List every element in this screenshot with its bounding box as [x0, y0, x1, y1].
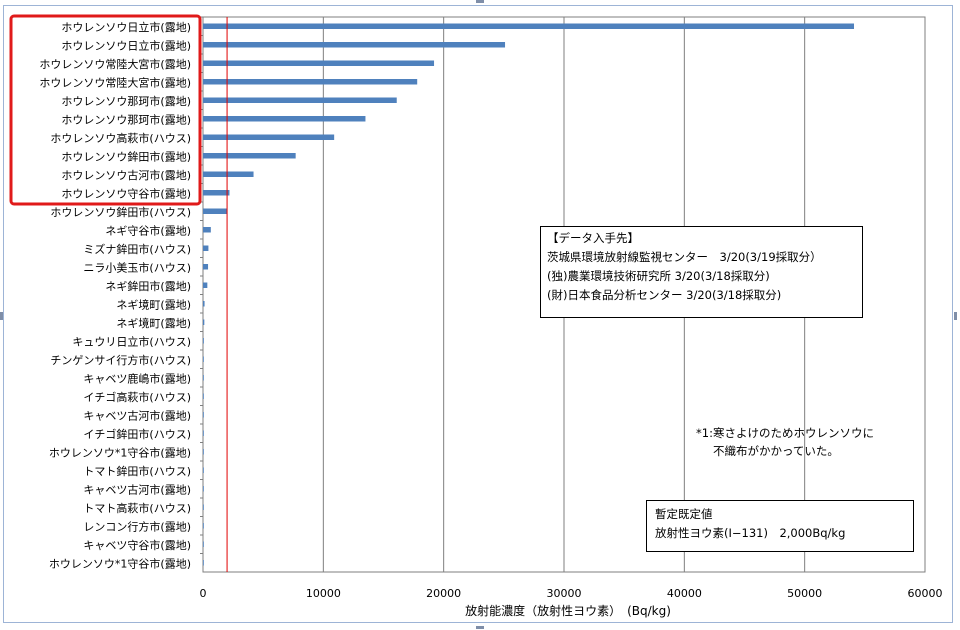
data-source-line: 茨城県環境放射線監視センター 3/20(3/19採取分）	[547, 250, 822, 264]
x-tick-label: 50000	[787, 587, 822, 600]
provisional-limit-value: 放射性ヨウ素(I−131) 2,000Bq/kg	[655, 526, 846, 540]
bar	[203, 153, 296, 159]
category-label: ホウレンソウ日立市(露地)	[61, 38, 191, 52]
bar	[203, 79, 418, 85]
bar	[203, 356, 204, 362]
footnote-line-2: 不織布がかかっていた。	[713, 444, 839, 458]
bar	[203, 467, 204, 473]
footnote: *1:寒さよけのためホウレンソウに 不織布がかかっていた。	[696, 424, 874, 460]
category-label: イチゴ鉾田市(ハウス)	[83, 427, 191, 441]
resize-handle-left[interactable]	[0, 312, 3, 320]
resize-handle-top[interactable]	[476, 0, 484, 3]
bar	[203, 430, 204, 436]
x-tick-label: 0	[200, 587, 207, 600]
category-label: ホウレンソウ鉾田市(露地)	[61, 149, 191, 163]
footnote-line-1: *1:寒さよけのためホウレンソウに	[696, 426, 874, 440]
bar	[203, 560, 204, 566]
provisional-limit-title: 暫定既定値	[655, 507, 713, 521]
resize-handle-bottom[interactable]	[476, 626, 484, 629]
bar	[203, 190, 230, 196]
category-label: ホウレンソウ那珂市(露地)	[61, 94, 191, 108]
category-label: ニラ小美玉市(ハウス)	[83, 260, 191, 274]
data-source-line: (独)農業環境技術研究所 3/20(3/18採取分)	[547, 269, 770, 283]
bar	[203, 116, 366, 122]
category-label: ホウレンソウ那珂市(露地)	[61, 112, 191, 126]
category-label: ホウレンソウ*1守谷市(露地)	[49, 556, 191, 570]
x-tick-label: 10000	[306, 587, 341, 600]
category-label: ミズナ鉾田市(ハウス)	[83, 242, 191, 256]
bar	[203, 449, 204, 455]
category-label: ホウレンソウ古河市(露地)	[61, 168, 191, 182]
category-label: ホウレンソウ*1守谷市(露地)	[49, 445, 191, 459]
category-label: ホウレンソウ高萩市(ハウス)	[50, 131, 191, 145]
bar	[203, 412, 204, 418]
data-source-box: 【データ入手先】 茨城県環境放射線監視センター 3/20(3/19採取分） (独…	[540, 226, 863, 318]
resize-handle-right[interactable]	[954, 312, 957, 320]
bar	[203, 227, 211, 233]
category-label: イチゴ高萩市(ハウス)	[83, 390, 191, 404]
bar	[203, 264, 209, 270]
category-label: トマト高萩市(ハウス)	[83, 501, 191, 515]
category-label: キャベツ鹿嶋市(露地)	[83, 371, 191, 385]
category-label: ホウレンソウ守谷市(露地)	[61, 186, 191, 200]
bar	[203, 393, 204, 399]
bar	[203, 134, 335, 140]
highlight-box	[9, 14, 202, 206]
bar	[203, 504, 204, 510]
category-label: ネギ鉾田市(露地)	[105, 279, 191, 293]
category-label: ホウレンソウ鉾田市(ハウス)	[50, 205, 191, 219]
bar	[203, 523, 204, 529]
category-label: ホウレンソウ日立市(露地)	[61, 20, 191, 34]
category-label: ホウレンソウ常陸大宮市(露地)	[39, 57, 191, 71]
bar	[203, 171, 254, 177]
category-label: トマト鉾田市(ハウス)	[83, 464, 191, 478]
category-label: ネギ境町(露地)	[116, 297, 191, 311]
category-label: レンコン行方市(露地)	[83, 519, 191, 533]
bar	[203, 282, 208, 288]
category-label: ネギ守谷市(露地)	[105, 223, 191, 237]
bar	[203, 319, 205, 325]
category-labels: ホウレンソウ日立市(露地) ホウレンソウ日立市(露地) ホウレンソウ常陸大宮市(露地…	[39, 16, 203, 570]
bar	[203, 23, 855, 29]
bar	[203, 60, 435, 66]
category-label: ネギ境町(露地)	[116, 316, 191, 330]
category-label: キャベツ古河市(露地)	[83, 482, 191, 496]
category-label: キャベツ古河市(露地)	[83, 408, 191, 422]
bar	[203, 338, 204, 344]
data-source-line: (財)日本食品分析センター 3/20(3/18採取分)	[547, 288, 782, 302]
bar	[203, 245, 209, 251]
x-tick-labels: 0 10000 20000 30000 40000 50000 60000	[200, 587, 943, 600]
category-label: キャベツ守谷市(露地)	[83, 538, 191, 552]
category-label: キュウリ日立市(ハウス)	[72, 334, 191, 348]
data-source-title: 【データ入手先】	[547, 231, 639, 245]
bar	[203, 301, 205, 307]
bar	[203, 486, 204, 492]
bar	[203, 541, 204, 547]
x-axis-label: 放射能濃度（放射性ヨウ素） (Bq/kg)	[465, 603, 671, 618]
bar	[203, 208, 228, 214]
bars	[203, 23, 855, 566]
bar	[203, 97, 397, 103]
x-tick-label: 60000	[908, 587, 943, 600]
provisional-limit-box: 暫定既定値 放射性ヨウ素(I−131) 2,000Bq/kg	[646, 500, 914, 552]
x-tick-label: 40000	[667, 587, 702, 600]
category-label: チンゲンサイ行方市(ハウス)	[50, 353, 191, 367]
bar	[203, 42, 506, 48]
x-tick-label: 30000	[547, 587, 582, 600]
x-tick-label: 20000	[426, 587, 461, 600]
category-label: ホウレンソウ常陸大宮市(露地)	[39, 75, 191, 89]
bar	[203, 375, 204, 381]
